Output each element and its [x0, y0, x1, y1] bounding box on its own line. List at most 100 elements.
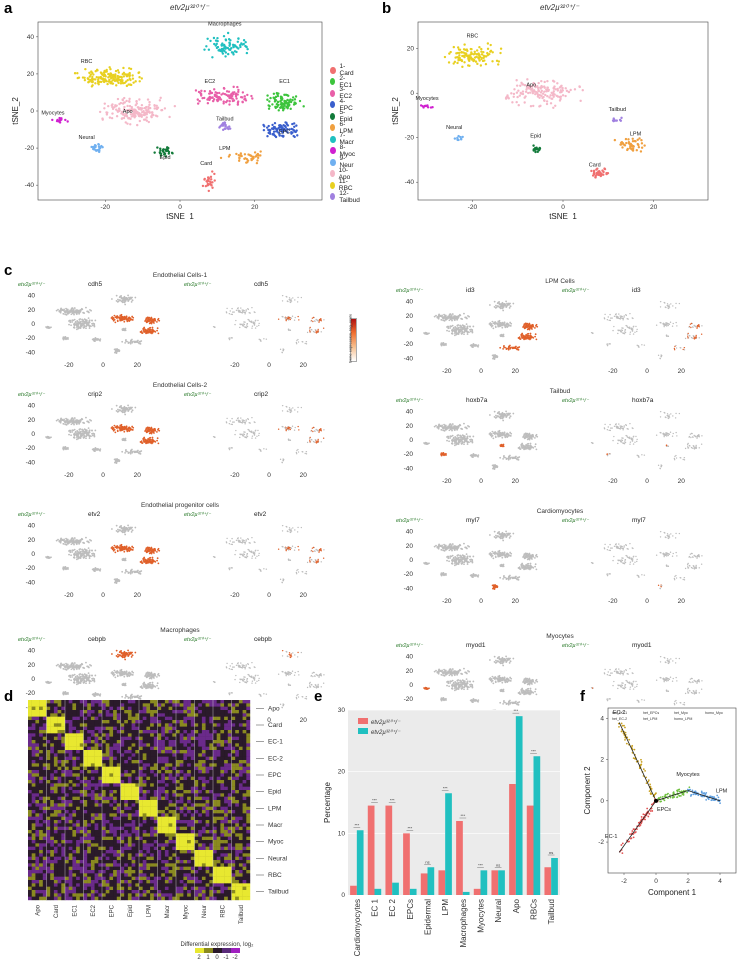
- cell-point: [522, 83, 525, 86]
- cell-point: [444, 428, 447, 431]
- cell-point: [528, 326, 530, 329]
- cell-point: [130, 105, 134, 109]
- cell-point: [605, 172, 608, 176]
- cell-point: [505, 348, 508, 350]
- cell-point: [289, 428, 291, 431]
- cell-point: [528, 336, 531, 339]
- cell-point: [83, 326, 86, 329]
- cell-point: [492, 327, 495, 330]
- cell-point: [529, 442, 532, 445]
- cell-point: [258, 338, 260, 341]
- cell-point: [262, 128, 266, 132]
- cell-point: [532, 89, 536, 92]
- cell-point: [80, 325, 83, 328]
- cell-point: [521, 90, 525, 93]
- cell-point: [129, 297, 131, 300]
- cell-point: [83, 78, 87, 82]
- cell-point: [687, 445, 689, 447]
- cell-point: [510, 92, 513, 95]
- cell-point: [613, 325, 615, 328]
- cell-point: [461, 327, 464, 330]
- cell-point: [93, 435, 96, 438]
- cell-point: [152, 318, 155, 321]
- cell-point: [512, 95, 515, 98]
- cell-point: [522, 336, 525, 339]
- cell-point: [206, 37, 209, 40]
- cell-point: [69, 420, 72, 423]
- cell-point: [521, 442, 524, 445]
- cell-point: [110, 408, 113, 410]
- cell-point: [271, 127, 275, 130]
- cell-point: [621, 327, 623, 329]
- cell-point: [294, 102, 297, 105]
- cell-point: [127, 300, 130, 302]
- cell-point: [72, 418, 75, 421]
- cell-point: [133, 115, 136, 118]
- cell-point: [696, 327, 698, 329]
- cell-point: [309, 441, 311, 443]
- cell-point: [285, 105, 288, 109]
- cell-point: [135, 111, 139, 114]
- cell-point: [235, 97, 238, 100]
- cell-point: [68, 433, 70, 436]
- legend-swatch: [330, 66, 336, 74]
- x-tick-label: -20: [230, 362, 240, 369]
- cell-point: [513, 88, 516, 91]
- cell-point: [131, 451, 133, 454]
- legend-item: 6-LPM: [330, 121, 354, 135]
- cell-point: [78, 420, 81, 423]
- cell-point: [672, 322, 674, 325]
- cell-point: [117, 107, 121, 110]
- cell-point: [511, 101, 514, 104]
- cell-point: [289, 329, 292, 332]
- cell-point: [505, 433, 508, 435]
- cell-point: [237, 307, 239, 309]
- cell-point: [215, 94, 218, 97]
- cell-point: [127, 294, 129, 297]
- cell-point: [449, 423, 452, 426]
- cell-point: [518, 94, 521, 97]
- cell-point: [689, 445, 691, 447]
- cell-point: [210, 91, 214, 95]
- cell-point: [124, 410, 127, 413]
- cell-point: [124, 317, 127, 320]
- x-tick-label: 0: [101, 362, 105, 369]
- cell-point: [226, 31, 230, 35]
- cell-point: [296, 134, 299, 137]
- cell-point: [263, 125, 266, 128]
- cell-point: [241, 91, 245, 94]
- cell-point: [255, 319, 257, 321]
- cell-point: [231, 447, 233, 449]
- cell-point: [475, 344, 478, 347]
- cell-point: [508, 434, 510, 437]
- cell-point: [116, 430, 119, 433]
- cell-point: [153, 107, 156, 110]
- cell-point: [85, 323, 88, 326]
- cell-point: [66, 422, 69, 425]
- cell-point: [508, 455, 510, 458]
- cell-point: [302, 105, 305, 108]
- cell-point: [253, 433, 255, 435]
- cell-point: [692, 326, 694, 328]
- legend-label: 12-Tailbud: [339, 189, 360, 204]
- cell-point: [666, 303, 669, 305]
- cell-point: [466, 333, 469, 335]
- cell-point: [666, 435, 668, 437]
- plot-frame: [417, 21, 709, 201]
- gene-label: crip2: [88, 391, 103, 398]
- cell-point: [142, 438, 144, 440]
- cell-point: [267, 107, 271, 110]
- cell-point: [552, 90, 556, 93]
- cell-point: [241, 100, 244, 104]
- cell-point: [490, 323, 493, 325]
- cell-point: [505, 323, 508, 325]
- cell-point: [130, 449, 132, 452]
- cell-point: [668, 433, 671, 436]
- cell-point: [510, 322, 513, 325]
- cell-point: [65, 420, 68, 423]
- cell-point: [528, 432, 531, 435]
- cell-point: [160, 109, 163, 112]
- cell-point: [463, 312, 465, 315]
- cell-point: [85, 433, 88, 436]
- cell-point: [244, 311, 247, 314]
